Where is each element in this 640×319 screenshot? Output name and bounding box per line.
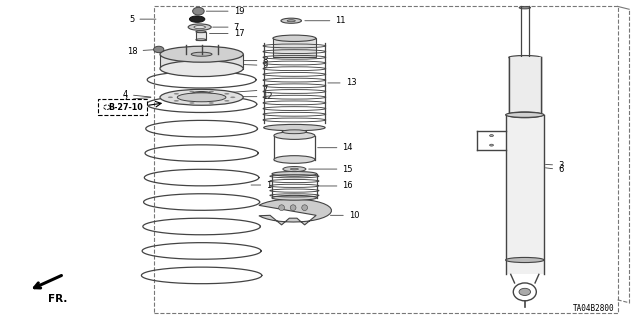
Ellipse shape <box>160 46 243 62</box>
Ellipse shape <box>506 257 544 263</box>
Ellipse shape <box>196 31 206 33</box>
Text: 3: 3 <box>545 161 563 170</box>
Ellipse shape <box>274 156 315 163</box>
Ellipse shape <box>283 167 306 172</box>
Ellipse shape <box>272 171 317 176</box>
Text: 1: 1 <box>251 181 271 189</box>
Ellipse shape <box>224 93 229 94</box>
Ellipse shape <box>302 205 308 211</box>
Ellipse shape <box>509 56 541 59</box>
Ellipse shape <box>282 130 307 134</box>
Ellipse shape <box>209 102 214 104</box>
Text: 10: 10 <box>330 211 359 220</box>
Ellipse shape <box>160 89 243 105</box>
Ellipse shape <box>272 195 317 200</box>
Ellipse shape <box>189 16 205 22</box>
Text: 9: 9 <box>243 61 268 70</box>
Ellipse shape <box>287 20 295 22</box>
Ellipse shape <box>193 7 204 15</box>
Ellipse shape <box>230 96 236 98</box>
Ellipse shape <box>506 112 544 117</box>
FancyBboxPatch shape <box>196 32 206 40</box>
Text: 13: 13 <box>328 78 356 87</box>
Text: 19: 19 <box>206 7 244 16</box>
Ellipse shape <box>191 52 212 56</box>
Text: 14: 14 <box>317 143 353 152</box>
Text: 7: 7 <box>212 23 239 32</box>
Ellipse shape <box>189 102 195 104</box>
FancyBboxPatch shape <box>160 54 243 69</box>
Text: 7: 7 <box>212 85 268 94</box>
Text: 12: 12 <box>243 92 273 101</box>
Ellipse shape <box>168 96 173 98</box>
Ellipse shape <box>224 100 229 102</box>
Ellipse shape <box>177 93 226 102</box>
Ellipse shape <box>490 144 493 146</box>
FancyBboxPatch shape <box>506 115 544 274</box>
Ellipse shape <box>174 100 179 102</box>
FancyBboxPatch shape <box>273 38 316 57</box>
FancyBboxPatch shape <box>509 57 541 115</box>
Ellipse shape <box>490 135 493 137</box>
Text: FR.: FR. <box>48 294 67 304</box>
FancyBboxPatch shape <box>98 99 147 115</box>
Ellipse shape <box>209 91 214 93</box>
Text: TA04B2800: TA04B2800 <box>573 304 614 313</box>
Text: 4: 4 <box>123 90 151 99</box>
Ellipse shape <box>273 35 316 41</box>
Text: 6: 6 <box>545 165 563 174</box>
Text: B-27-10: B-27-10 <box>108 103 143 112</box>
Text: 2: 2 <box>123 95 151 104</box>
Ellipse shape <box>519 288 531 295</box>
Ellipse shape <box>196 39 206 41</box>
Text: 15: 15 <box>308 165 353 174</box>
Ellipse shape <box>509 113 541 117</box>
Text: 18: 18 <box>127 47 156 56</box>
Ellipse shape <box>519 6 531 9</box>
Ellipse shape <box>281 18 301 23</box>
Ellipse shape <box>507 112 543 118</box>
Ellipse shape <box>291 205 296 211</box>
Ellipse shape <box>194 26 205 29</box>
Ellipse shape <box>291 168 298 170</box>
Polygon shape <box>259 199 332 225</box>
Ellipse shape <box>264 124 325 131</box>
Ellipse shape <box>154 46 164 53</box>
Text: 16: 16 <box>319 182 353 190</box>
Ellipse shape <box>189 91 195 93</box>
Ellipse shape <box>174 93 179 94</box>
Text: 8: 8 <box>243 56 268 65</box>
Ellipse shape <box>188 24 211 30</box>
Ellipse shape <box>160 61 243 77</box>
Ellipse shape <box>274 132 315 139</box>
Text: 11: 11 <box>305 16 346 25</box>
Text: 17: 17 <box>209 29 244 38</box>
Ellipse shape <box>279 205 285 211</box>
Text: 5: 5 <box>129 15 156 24</box>
